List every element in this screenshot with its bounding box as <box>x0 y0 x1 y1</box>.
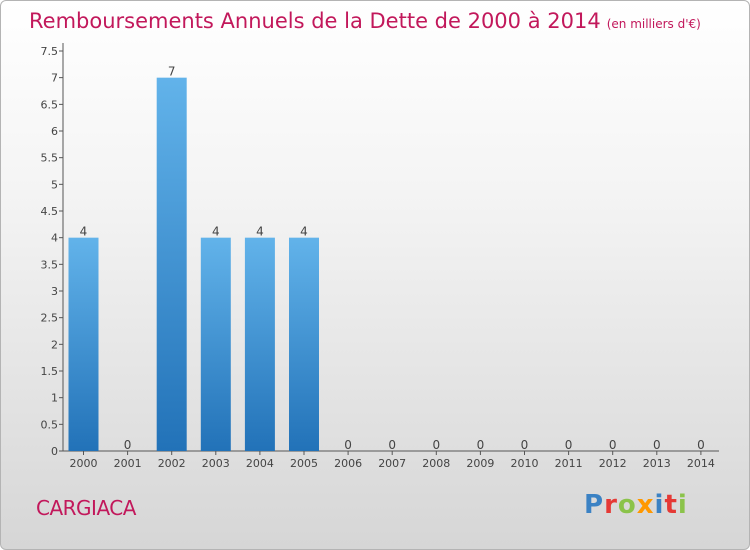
y-tick-label: 3 <box>51 285 58 298</box>
y-tick-label: 1 <box>51 392 58 405</box>
x-tick-label: 2013 <box>643 457 671 470</box>
x-tick-label: 2003 <box>202 457 230 470</box>
y-tick-label: 6 <box>51 125 58 138</box>
data-label: 7 <box>168 65 176 79</box>
logo-letter: P <box>584 490 605 520</box>
data-label: 0 <box>388 438 396 452</box>
bar <box>68 237 99 451</box>
bar <box>289 237 319 451</box>
y-tick-label: 7 <box>51 72 58 85</box>
x-tick-label: 2014 <box>687 457 715 470</box>
data-label: 4 <box>212 225 220 239</box>
chart-title: Remboursements Annuels de la Dette de 20… <box>29 9 701 33</box>
data-label: 0 <box>521 438 529 452</box>
x-tick-label: 2002 <box>158 457 186 470</box>
y-tick-label: 6.5 <box>41 98 59 111</box>
x-tick-label: 2011 <box>555 457 583 470</box>
y-tick-label: 4.5 <box>41 205 59 218</box>
logo-letter: i <box>677 490 688 520</box>
y-tick-label: 5 <box>51 178 58 191</box>
x-tick-label: 2009 <box>466 457 494 470</box>
data-label: 0 <box>124 438 132 452</box>
data-label: 0 <box>697 438 705 452</box>
y-tick-label: 4 <box>51 232 58 245</box>
logo-letter: i <box>654 490 665 520</box>
bar <box>244 237 275 451</box>
y-tick-label: 2.5 <box>41 312 59 325</box>
x-tick-label: 2005 <box>290 457 318 470</box>
y-tick-label: 0.5 <box>41 418 59 431</box>
logo-letter: o <box>617 490 637 520</box>
bar <box>156 77 187 452</box>
y-tick-label: 7.5 <box>41 45 59 58</box>
x-tick-label: 2004 <box>246 457 274 470</box>
x-tick-label: 2012 <box>599 457 627 470</box>
bar <box>200 237 231 451</box>
y-tick-label: 2 <box>51 338 58 351</box>
data-label: 0 <box>565 438 573 452</box>
data-label: 4 <box>80 225 88 239</box>
data-label: 0 <box>477 438 485 452</box>
y-tick-label: 0 <box>51 445 58 458</box>
x-tick-label: 2000 <box>70 457 98 470</box>
data-label: 0 <box>432 438 440 452</box>
x-tick-label: 2001 <box>114 457 142 470</box>
chart-subtitle: (en milliers d'€) <box>606 17 701 31</box>
logo-letter: x <box>636 490 655 520</box>
commune-name: CARGIACA <box>36 496 136 520</box>
data-label: 0 <box>653 438 661 452</box>
x-tick-label: 2008 <box>422 457 450 470</box>
y-tick-label: 5.5 <box>41 152 59 165</box>
data-label: 4 <box>256 225 264 239</box>
data-label: 4 <box>300 225 308 239</box>
logo-letter: t <box>664 490 678 520</box>
x-tick-label: 2006 <box>334 457 362 470</box>
data-label: 0 <box>344 438 352 452</box>
y-tick-label: 3.5 <box>41 258 59 271</box>
proxiti-logo: Proxiti <box>584 490 688 520</box>
x-tick-label: 2007 <box>378 457 406 470</box>
data-label: 0 <box>609 438 617 452</box>
chart-title-text: Remboursements Annuels de la Dette de 20… <box>29 9 601 33</box>
logo-letter: r <box>604 490 618 520</box>
y-tick-label: 1.5 <box>41 365 59 378</box>
x-tick-label: 2010 <box>511 457 539 470</box>
